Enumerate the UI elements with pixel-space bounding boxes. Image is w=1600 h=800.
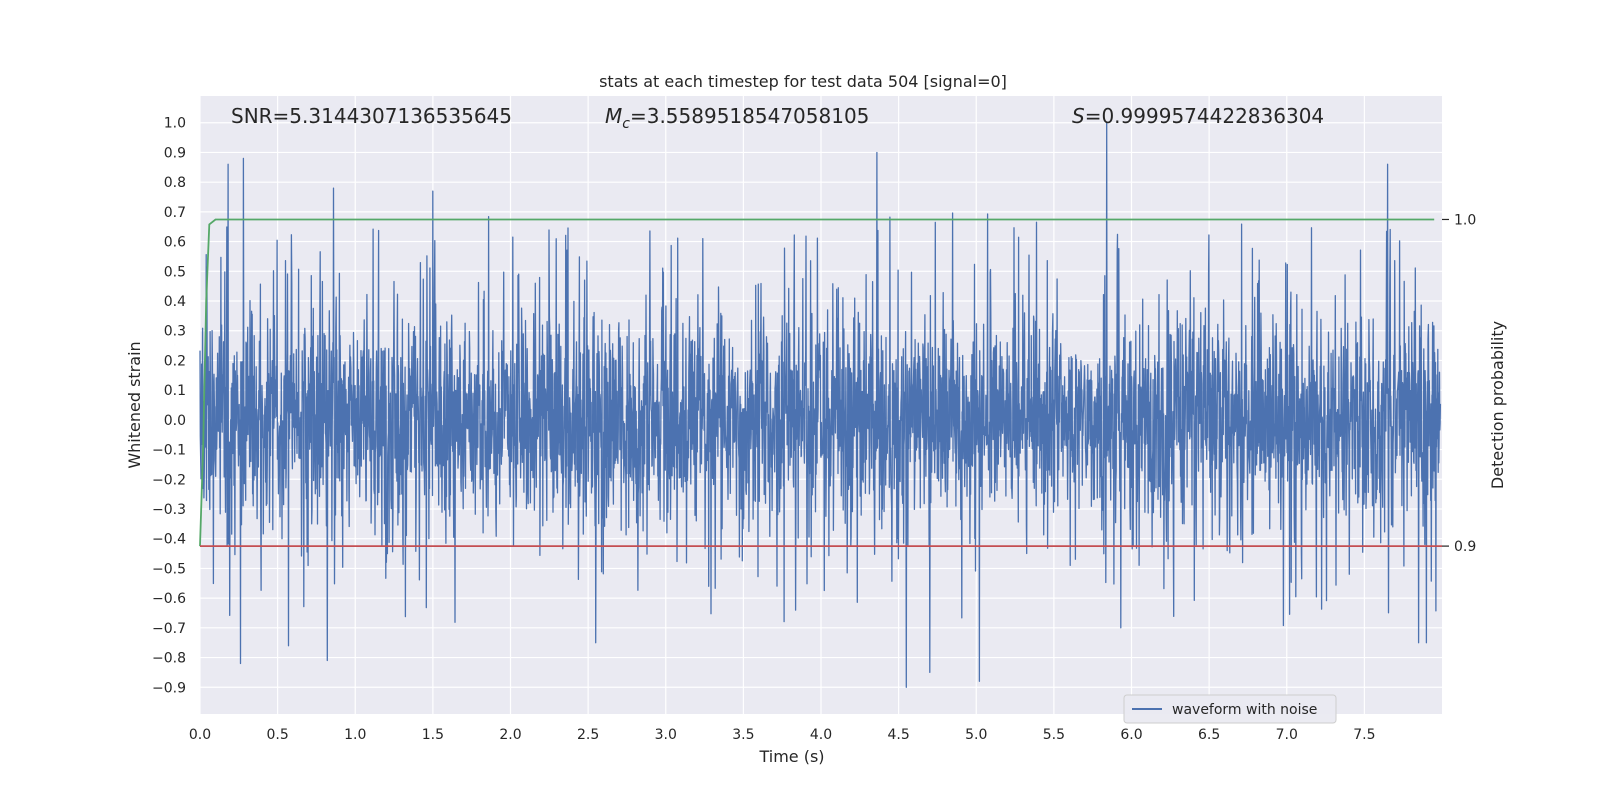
y-axis-label: Whitened strain: [125, 341, 144, 468]
x-tick-label: 1.5: [422, 727, 444, 743]
y2-ticks: 0.9 1.0: [1442, 212, 1476, 555]
s-symbol: S: [1072, 104, 1085, 128]
mc-annotation: Mc=3.5589518547058105: [605, 104, 869, 132]
series-group: [199, 122, 1442, 688]
x-tick-label: 4.0: [810, 727, 832, 743]
chart-title: stats at each timestep for test data 504…: [599, 72, 1007, 91]
y-tick-label: −0.1: [152, 443, 186, 459]
y-tick-label: 0.0: [164, 413, 186, 429]
y-tick-label: −0.3: [152, 502, 186, 518]
y2-axis-label: Detection probability: [1488, 321, 1507, 489]
y2-tick-label: 1.0: [1454, 212, 1476, 228]
y-tick-label: −0.4: [152, 532, 186, 548]
y-tick-label: −0.6: [152, 591, 186, 607]
y-tick-label: −0.2: [152, 472, 186, 488]
y-tick-label: −0.5: [152, 561, 186, 577]
x-tick-label: 0.0: [189, 727, 211, 743]
y-tick-label: 1.0: [164, 116, 186, 132]
y-tick-label: 0.3: [164, 324, 186, 340]
x-axis-label: Time (s): [758, 747, 824, 766]
y-tick-label: 0.8: [164, 175, 186, 191]
y-tick-label: 0.1: [164, 383, 186, 399]
x-tick-label: 5.5: [1043, 727, 1065, 743]
waveform-with-noise-line: [199, 122, 1442, 688]
y-tick-label: 0.2: [164, 353, 186, 369]
y-tick-label: −0.9: [152, 680, 186, 696]
snr-annotation: SNR=5.3144307136535645: [231, 104, 512, 128]
s-value: =0.9999574422836304: [1085, 104, 1324, 128]
legend-box: [1123, 694, 1337, 724]
detection-probability-line: [199, 218, 1435, 547]
x-tick-label: 3.0: [655, 727, 677, 743]
mc-value: =3.5589518547058105: [630, 104, 869, 128]
x-tick-label: 4.5: [887, 727, 909, 743]
legend: waveform with noise: [1123, 694, 1337, 724]
mc-symbol: M: [605, 104, 622, 128]
x-tick-label: 7.5: [1353, 727, 1375, 743]
x-tick-labels: 0.0 0.5 1.0 1.5 2.0 2.5 3.0 3.5 4.0 4.5 5.0 5.5 6.0 6…: [189, 727, 1376, 743]
y-tick-labels: −0.9 −0.8 −0.7 −0.6 −0.5 −0.4 −0.3 −0.2 −0.1 0.0 0…: [152, 116, 186, 697]
x-tick-label: 2.0: [499, 727, 521, 743]
y-tick-label: −0.7: [152, 621, 186, 637]
x-tick-label: 2.5: [577, 727, 599, 743]
x-tick-label: 6.5: [1198, 727, 1220, 743]
y-tick-label: −0.8: [152, 651, 186, 667]
x-tick-label: 6.0: [1120, 727, 1142, 743]
y-tick-label: 0.5: [164, 264, 186, 280]
y2-tick-label: 0.9: [1454, 539, 1476, 555]
s-annotation: S=0.9999574422836304: [1072, 104, 1324, 128]
y-tick-label: 0.4: [164, 294, 186, 310]
y-tick-label: 0.7: [164, 205, 186, 221]
y-tick-label: 0.6: [164, 235, 186, 251]
x-tick-label: 0.5: [266, 727, 288, 743]
x-tick-label: 1.0: [344, 727, 366, 743]
mc-subscript: c: [622, 116, 630, 132]
x-tick-label: 3.5: [732, 727, 754, 743]
y-tick-label: 0.9: [164, 145, 186, 161]
legend-label-waveform: waveform with noise: [1172, 702, 1317, 718]
x-tick-label: 7.0: [1276, 727, 1298, 743]
x-tick-label: 5.0: [965, 727, 987, 743]
